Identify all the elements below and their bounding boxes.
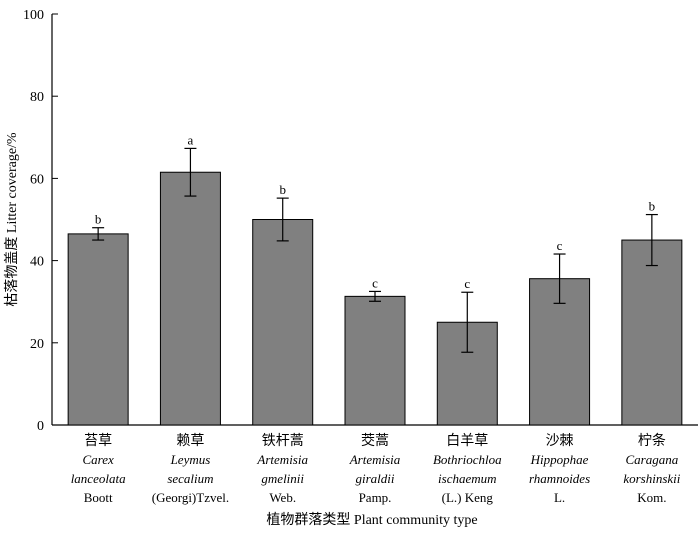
- category-label-genus: Carex: [82, 452, 114, 467]
- y-tick-label: 0: [37, 419, 44, 434]
- y-tick-label: 20: [30, 337, 44, 352]
- significance-label: c: [464, 276, 470, 291]
- category-label-zh: 苔草: [84, 432, 112, 449]
- category-label-zh: 柠条: [638, 432, 666, 449]
- category-label-species: rhamnoides: [529, 471, 590, 486]
- category-label-author: Kom.: [637, 490, 666, 505]
- category-label-zh: 沙棘: [546, 433, 574, 449]
- category-label-species: korshinskii: [623, 471, 680, 486]
- y-tick-label: 60: [30, 172, 44, 187]
- category-label-author: Pamp.: [359, 490, 392, 505]
- y-tick-label: 100: [23, 8, 44, 23]
- significance-label: c: [557, 238, 563, 253]
- plot-area: 0 20 40 60 80 100 b 苔草 Carex lanceolata Boott a 赖草 Le…: [23, 8, 698, 505]
- x-axis-title: 植物群落类型 Plant community type: [266, 512, 477, 528]
- category-label-species: gmelinii: [261, 471, 304, 486]
- category-label-genus: Bothriochloa: [433, 452, 502, 467]
- bar: [621, 239, 683, 426]
- significance-label: c: [372, 275, 378, 290]
- category-label-author: L.: [554, 490, 565, 505]
- significance-label: b: [279, 182, 286, 197]
- bar: [252, 219, 314, 426]
- category-label-zh: 赖草: [176, 433, 204, 449]
- category-label-zh: 铁杆蒿: [262, 433, 304, 449]
- y-tick-label: 40: [30, 255, 44, 270]
- category-label-zh: 白羊草: [446, 433, 488, 449]
- category-label-species: ischaemum: [438, 471, 497, 486]
- category-label-genus: Hippophae: [530, 452, 589, 467]
- category-label-author: (Georgi)Tzvel.: [152, 490, 229, 505]
- category-label-genus: Leymus: [170, 452, 211, 467]
- significance-label: b: [649, 199, 656, 214]
- bar: [67, 233, 129, 426]
- category-label-genus: Artemisia: [349, 452, 401, 467]
- category-label-species: lanceolata: [71, 471, 126, 486]
- category-label-zh: 茭蒿: [361, 433, 389, 449]
- bar: [159, 171, 221, 426]
- y-axis-title: 枯落物盖度 Litter coverage/%: [4, 132, 20, 307]
- category-label-author: (L.) Keng: [442, 490, 494, 505]
- category-label-species: secalium: [167, 471, 213, 486]
- category-label-author: Boott: [84, 490, 113, 505]
- y-tick-label: 80: [30, 90, 44, 105]
- category-label-genus: Caragana: [625, 452, 678, 467]
- category-label-genus: Artemisia: [256, 452, 308, 467]
- significance-label: b: [95, 212, 102, 227]
- category-label-species: giraldii: [355, 471, 394, 486]
- category-label-author: Web.: [269, 490, 296, 505]
- bar: [344, 295, 406, 426]
- significance-label: a: [188, 132, 194, 147]
